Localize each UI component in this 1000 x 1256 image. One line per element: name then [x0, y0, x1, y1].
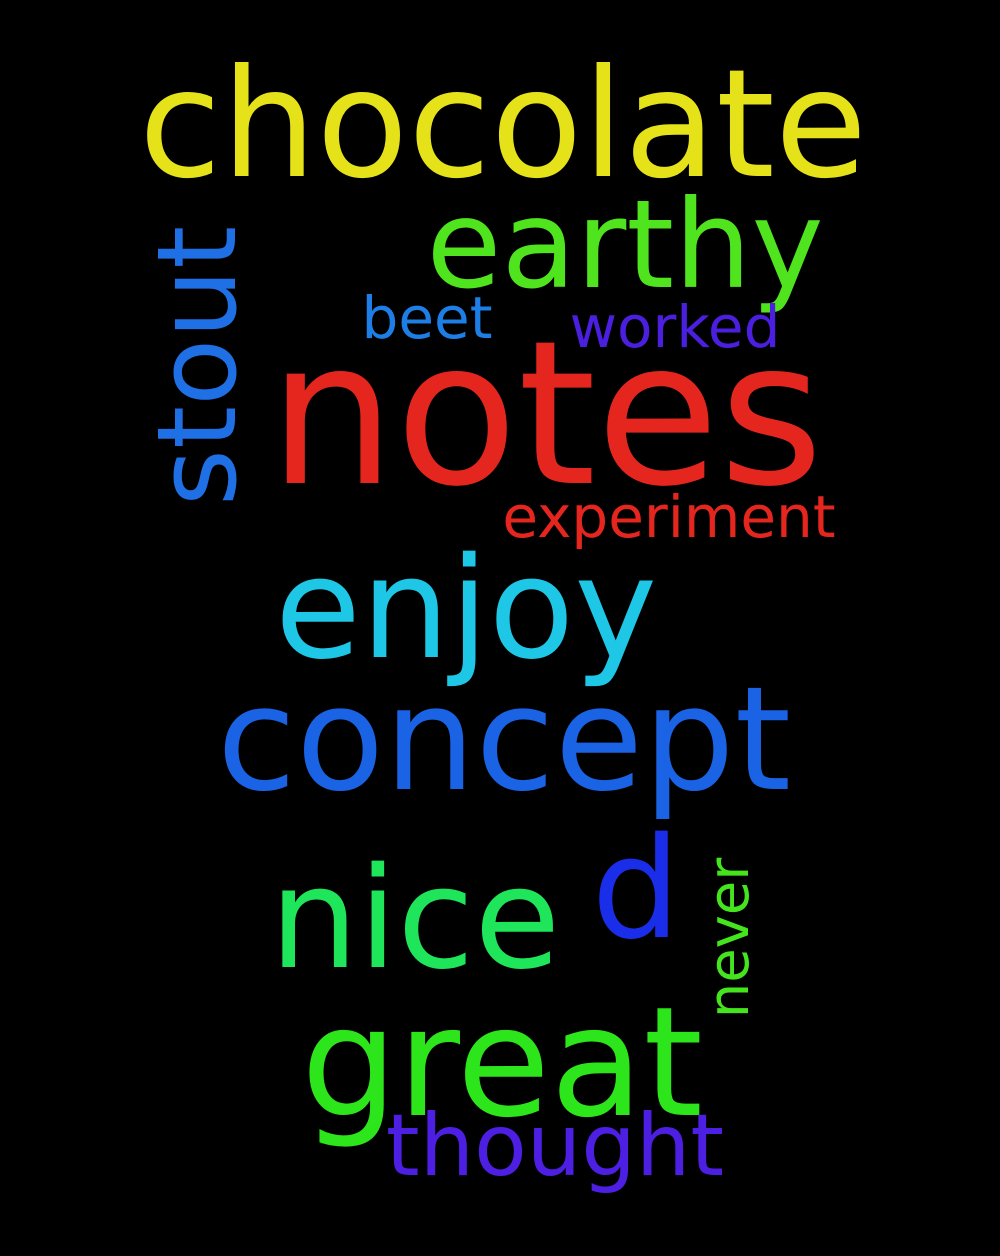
word-great: great [301, 974, 703, 1151]
word-notes: notes [268, 298, 824, 531]
word-enjoy: enjoy [274, 528, 658, 691]
word-chocolate: chocolate [138, 38, 868, 212]
word-stout: stout [133, 225, 261, 507]
word-beet: beet [361, 284, 493, 352]
word-concept: concept [216, 655, 792, 823]
word-worked: worked [569, 293, 781, 361]
word-experiment: experiment [502, 483, 836, 551]
word-d: d [591, 808, 681, 971]
word-never: never [697, 857, 762, 1019]
word-thought: thought [385, 1096, 725, 1196]
word-nice: nice [269, 838, 561, 1001]
word-earthy: earthy [426, 174, 824, 316]
